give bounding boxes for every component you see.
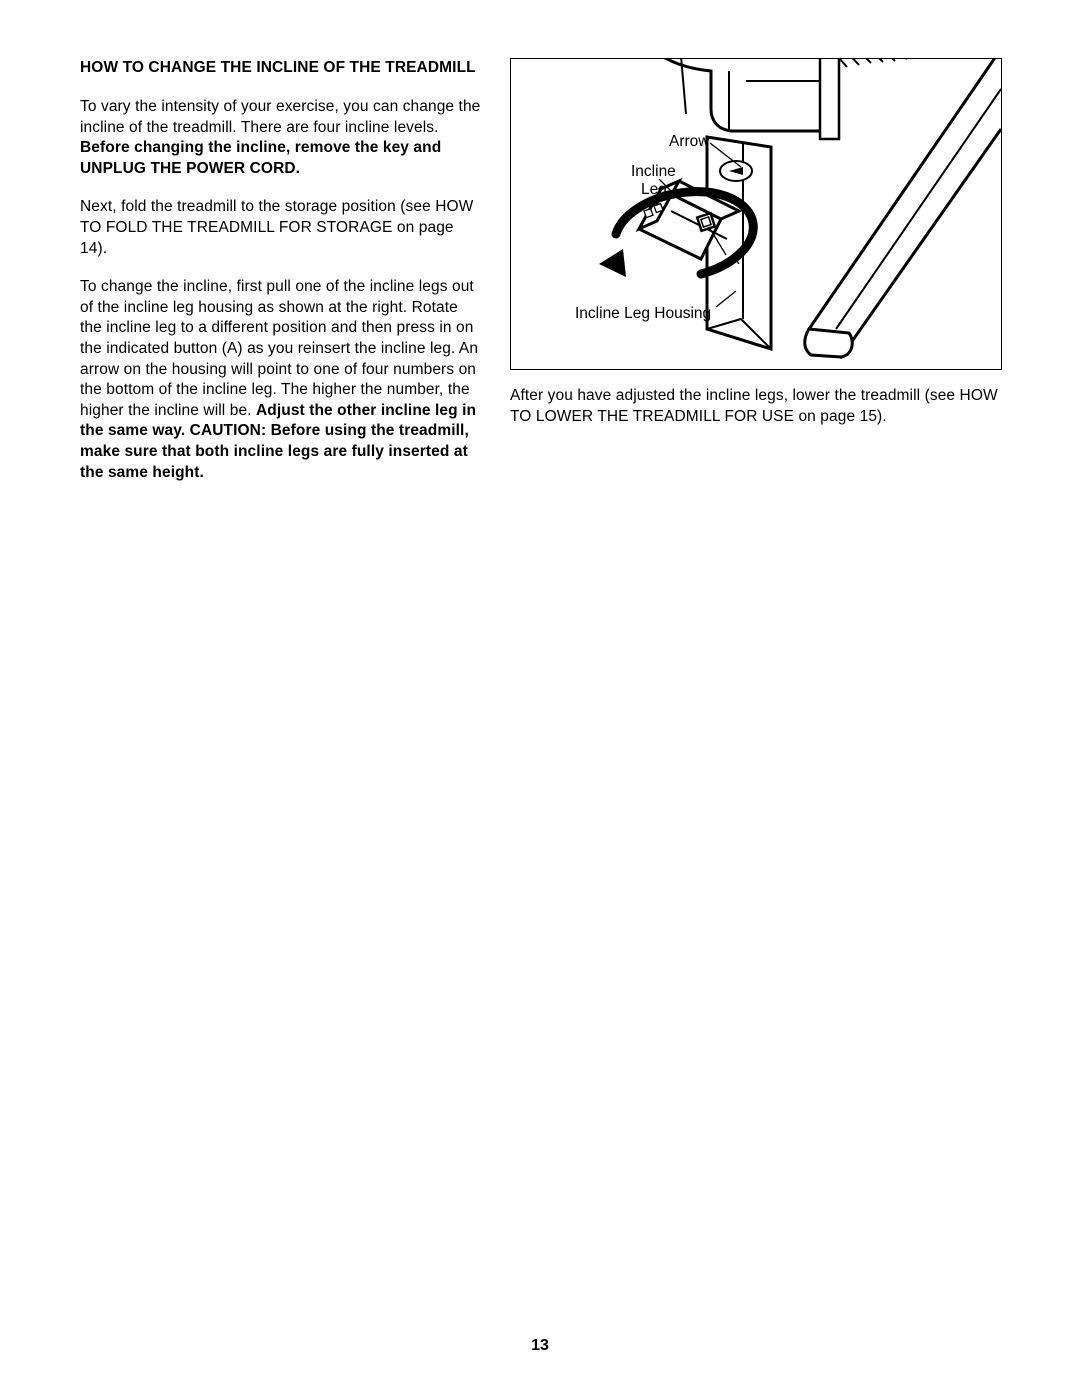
button-a-icon	[697, 213, 715, 231]
label-incline-leg-1: Incline	[631, 163, 676, 182]
section-heading: HOW TO CHANGE THE INCLINE OF THE TREADMI…	[80, 58, 482, 79]
page-number: 13	[0, 1337, 1080, 1355]
paragraph-1: To vary the intensity of your exercise, …	[80, 97, 482, 179]
left-column: HOW TO CHANGE THE INCLINE OF THE TREADMI…	[80, 58, 482, 1397]
paragraph-after-figure: After you have adjusted the incline legs…	[510, 386, 1000, 427]
label-arrow: Arrow	[669, 133, 709, 152]
figure-box: Arrow Incline Leg A Incline Leg Housing	[510, 58, 1002, 370]
p1-regular: To vary the intensity of your exercise, …	[80, 98, 480, 136]
paragraph-2: Next, fold the treadmill to the storage …	[80, 197, 482, 259]
p3-regular: To change the incline, first pull one of…	[80, 278, 478, 419]
right-column: Arrow Incline Leg A Incline Leg Housing …	[510, 58, 1000, 1397]
arrow-indicator-icon	[720, 161, 752, 181]
paragraph-3: To change the incline, first pull one of…	[80, 277, 482, 483]
page: HOW TO CHANGE THE INCLINE OF THE TREADMI…	[0, 0, 1080, 1397]
label-housing: Incline Leg Housing	[575, 305, 711, 324]
p1-bold: Before changing the incline, remove the …	[80, 139, 441, 177]
label-a: A	[729, 251, 739, 270]
label-incline-leg-2: Leg	[641, 181, 667, 200]
